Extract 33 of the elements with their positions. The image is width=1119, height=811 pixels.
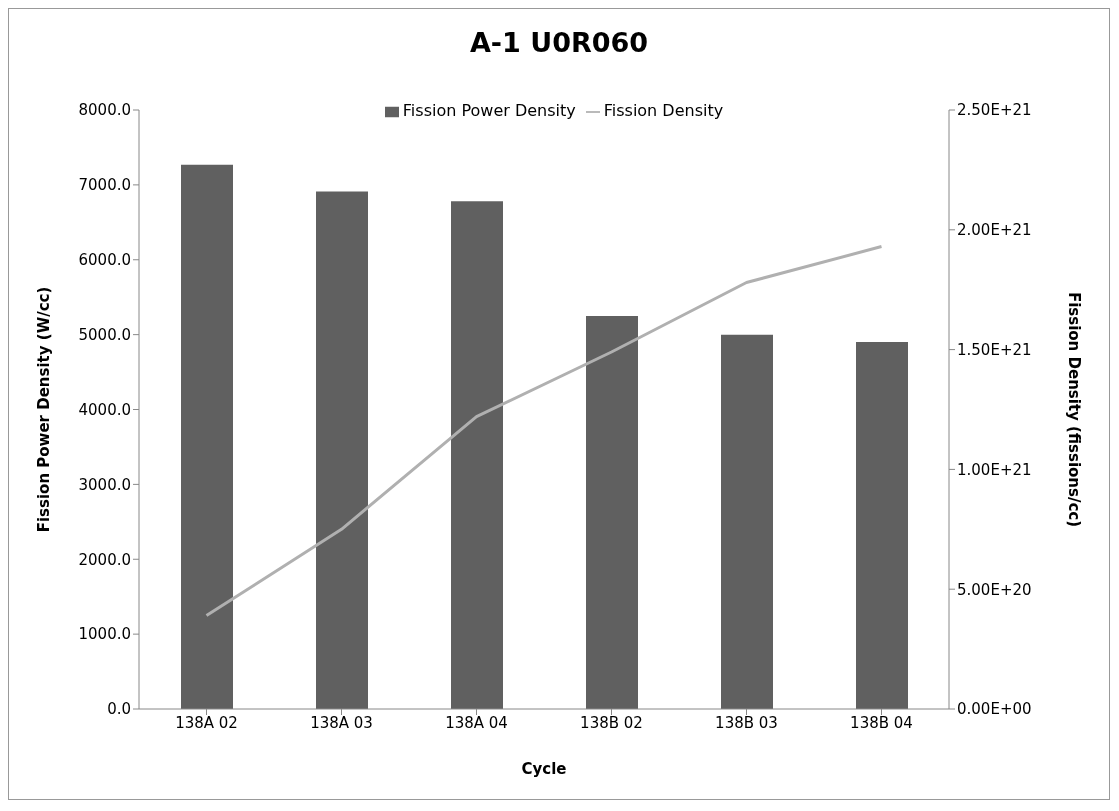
x-tick-label: 138B 03 bbox=[715, 713, 778, 732]
y2-tick-label: 5.00E+20 bbox=[957, 580, 1032, 599]
bar bbox=[856, 342, 908, 709]
y2-tick-label: 0.00E+00 bbox=[957, 700, 1032, 719]
chart-title: A-1 U0R060 bbox=[468, 26, 650, 60]
bar bbox=[316, 191, 368, 709]
y2-tick-label: 1.50E+21 bbox=[957, 340, 1032, 359]
x-tick-label: 138A 04 bbox=[445, 713, 508, 732]
x-tick-label: 138B 04 bbox=[850, 713, 913, 732]
x-tick-label: 138B 02 bbox=[580, 713, 643, 732]
legend-label: Fission Power Density bbox=[402, 101, 576, 120]
y-tick-label: 1000.0 bbox=[78, 625, 131, 644]
bar bbox=[721, 334, 773, 709]
x-tick-label: 138A 02 bbox=[175, 713, 238, 732]
bar bbox=[181, 164, 233, 709]
y-tick-label: 4000.0 bbox=[78, 400, 131, 419]
y2-axis-title: Fission Density (fissions/cc) bbox=[1064, 291, 1083, 528]
x-tick-label: 138A 03 bbox=[310, 713, 373, 732]
y-tick-label: 8000.0 bbox=[78, 101, 131, 120]
y-tick-label: 3000.0 bbox=[78, 475, 131, 494]
bar bbox=[586, 315, 638, 709]
y-tick-label: 2000.0 bbox=[78, 550, 131, 569]
y-tick-label: 7000.0 bbox=[78, 176, 131, 195]
y-tick-label: 5000.0 bbox=[78, 325, 131, 344]
y-axis-title: Fission Power Density (W/cc) bbox=[35, 286, 54, 533]
legend-label: Fission Density bbox=[603, 101, 724, 120]
x-axis-title: Cycle bbox=[521, 760, 567, 778]
y2-tick-label: 1.00E+21 bbox=[957, 460, 1032, 479]
bar bbox=[451, 201, 503, 709]
y-tick-label: 6000.0 bbox=[78, 251, 131, 270]
y-tick-label: 0.0 bbox=[107, 700, 131, 719]
y2-tick-label: 2.50E+21 bbox=[957, 101, 1032, 120]
y2-tick-label: 2.00E+21 bbox=[957, 221, 1032, 240]
